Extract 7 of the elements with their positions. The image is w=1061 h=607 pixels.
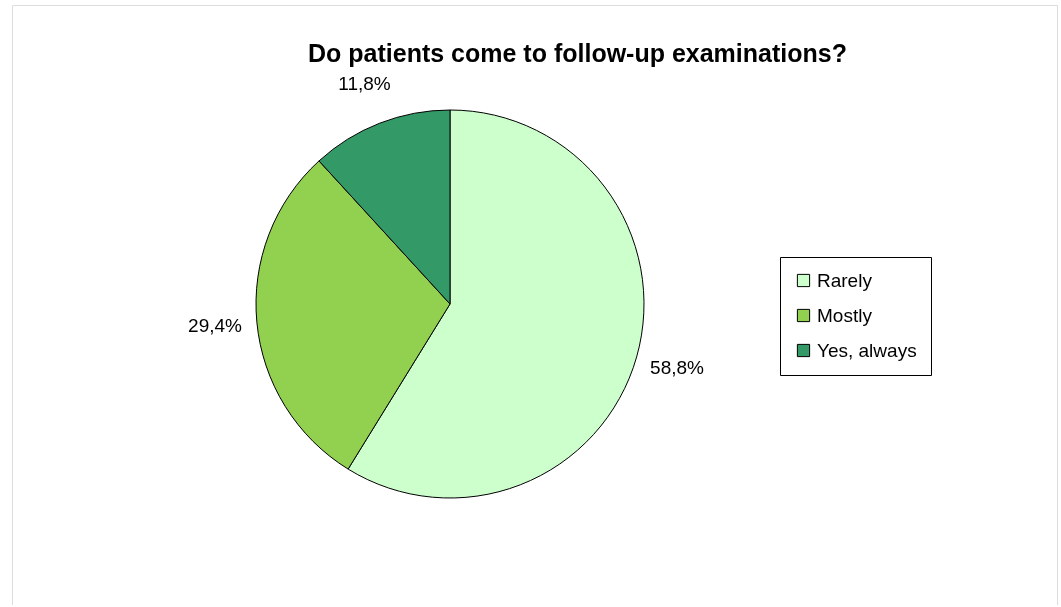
data-label: 58,8% bbox=[650, 357, 705, 379]
legend-label: Yes, always bbox=[817, 339, 917, 361]
legend-label: Rarely bbox=[817, 269, 873, 291]
legend-label: Mostly bbox=[817, 304, 873, 326]
chart-title: Do patients come to follow-up examinations? bbox=[308, 39, 847, 67]
data-label: 11,8% bbox=[338, 73, 391, 95]
data-label: 29,4% bbox=[188, 315, 243, 337]
